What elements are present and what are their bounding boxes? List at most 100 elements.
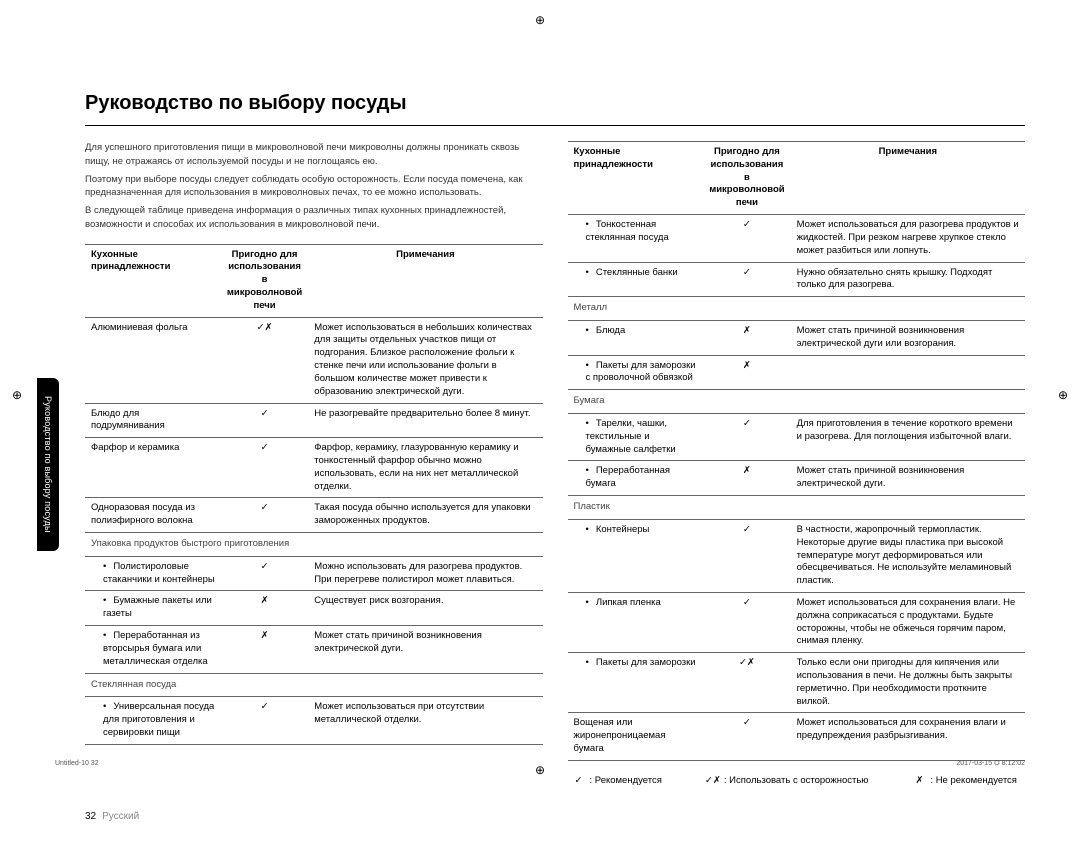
cell-safe: ✓: [221, 697, 308, 744]
section-header: Стеклянная посуда: [85, 673, 543, 697]
cell-note: Такая посуда обычно используется для упа…: [308, 498, 542, 533]
cell-name: Контейнеры: [568, 519, 704, 592]
table-row: Стеклянные банки✓Нужно обязательно снять…: [568, 262, 1026, 297]
section-header: Упаковка продуктов быстрого приготовлени…: [85, 533, 543, 557]
table-row: Тонкостенная стеклянная посуда✓Может исп…: [568, 215, 1026, 262]
cell-note: Может использоваться в небольших количес…: [308, 317, 542, 403]
cell-name: Тарелки, чашки, текстильные и бумажные с…: [568, 414, 704, 461]
table-row: Контейнеры✓В частности, жаропрочный терм…: [568, 519, 1026, 592]
table-row: Алюминиевая фольга✓✗Может использоваться…: [85, 317, 543, 403]
table-row: Универсальная посуда для приготовления и…: [85, 697, 543, 744]
cell-safe: ✓: [221, 498, 308, 533]
right-column: Кухонные принадлежности Пригодно для исп…: [568, 141, 1026, 788]
page-number: 32Русский: [85, 810, 1025, 824]
cell-name: Полистироловые стаканчики и контейнеры: [85, 556, 221, 591]
table-row: Стеклянная посуда: [85, 673, 543, 697]
table-row: Липкая пленка✓Может использоваться для с…: [568, 592, 1026, 652]
cell-note: Может использоваться при отсутствии мета…: [308, 697, 542, 744]
cell-note: Может стать причиной возникновения элект…: [791, 320, 1025, 355]
legend-recommended: ✓: Рекомендуется: [568, 775, 662, 788]
cookware-table-right: Кухонные принадлежности Пригодно для исп…: [568, 141, 1026, 761]
cell-safe: ✗: [703, 355, 790, 390]
cell-name: Переработанная из вторсырья бумага или м…: [85, 626, 221, 673]
cell-note: Можно использовать для разогрева продукт…: [308, 556, 542, 591]
cell-name: Вощеная или жиронепроницаемая бумага: [568, 713, 704, 760]
cell-note: Может стать причиной возникновения элект…: [791, 461, 1025, 496]
cell-note: Нужно обязательно снять крышку. Подходят…: [791, 262, 1025, 297]
table-row: Одноразовая посуда из полиэфирного волок…: [85, 498, 543, 533]
cell-safe: ✓✗: [221, 317, 308, 403]
section-header: Металл: [568, 297, 1026, 321]
th-safe: Пригодно для использования в микроволнов…: [221, 244, 308, 317]
cell-safe: ✗: [703, 320, 790, 355]
cell-note: Может использоваться для разогрева проду…: [791, 215, 1025, 262]
cell-safe: ✓: [221, 556, 308, 591]
cell-name: Пакеты для заморозки: [568, 653, 704, 713]
cell-note: [791, 355, 1025, 390]
intro-p2: Поэтому при выборе посуды следует соблюд…: [85, 173, 543, 201]
cell-safe: ✓: [703, 262, 790, 297]
cell-name: Тонкостенная стеклянная посуда: [568, 215, 704, 262]
legend-caution: ✓✗: Использовать с осторожностью: [702, 775, 869, 788]
th-accessories-r: Кухонные принадлежности: [568, 142, 704, 215]
table-row: Переработанная из вторсырья бумага или м…: [85, 626, 543, 673]
th-accessories: Кухонные принадлежности: [85, 244, 221, 317]
table-row: Упаковка продуктов быстрого приготовлени…: [85, 533, 543, 557]
cell-safe: ✗: [703, 461, 790, 496]
table-row: Металл: [568, 297, 1026, 321]
table-row: Блюда✗Может стать причиной возникновения…: [568, 320, 1026, 355]
legend: ✓: Рекомендуется ✓✗: Использовать с осто…: [568, 775, 1026, 788]
th-notes: Примечания: [308, 244, 542, 317]
cell-note: Только если они пригодны для кипячения и…: [791, 653, 1025, 713]
cell-name: Липкая пленка: [568, 592, 704, 652]
cell-name: Пакеты для заморозки с проволочной обвяз…: [568, 355, 704, 390]
cell-name: Фарфор и керамика: [85, 438, 221, 498]
intro-p1: Для успешного приготовления пищи в микро…: [85, 141, 543, 169]
cell-name: Бумажные пакеты или газеты: [85, 591, 221, 626]
cell-name: Стеклянные банки: [568, 262, 704, 297]
th-notes-r: Примечания: [791, 142, 1025, 215]
cell-safe: ✓: [703, 592, 790, 652]
document-page: Руководство по выбору посуды Для успешно…: [0, 0, 1080, 853]
cell-name: Одноразовая посуда из полиэфирного волок…: [85, 498, 221, 533]
table-row: Пакеты для заморозки✓✗Только если они пр…: [568, 653, 1026, 713]
cell-note: В частности, жаропрочный термопластик. Н…: [791, 519, 1025, 592]
cell-safe: ✓: [221, 438, 308, 498]
cell-note: Для приготовления в течение короткого вр…: [791, 414, 1025, 461]
footer-left: Untitled-10 32: [55, 759, 99, 768]
cell-name: Блюда: [568, 320, 704, 355]
table-row: Бумага: [568, 390, 1026, 414]
intro-text: Для успешного приготовления пищи в микро…: [85, 141, 543, 232]
th-safe-r: Пригодно для использования в микроволнов…: [703, 142, 790, 215]
table-row: Тарелки, чашки, текстильные и бумажные с…: [568, 414, 1026, 461]
cell-safe: ✓: [221, 403, 308, 438]
section-header: Пластик: [568, 496, 1026, 520]
cell-safe: ✗: [221, 626, 308, 673]
cell-name: Универсальная посуда для приготовления и…: [85, 697, 221, 744]
table-row: Вощеная или жиронепроницаемая бумага✓Мож…: [568, 713, 1026, 760]
cell-note: Может использоваться для сохранения влаг…: [791, 713, 1025, 760]
section-header: Бумага: [568, 390, 1026, 414]
cell-note: Может использоваться для сохранения влаг…: [791, 592, 1025, 652]
page-title: Руководство по выбору посуды: [85, 90, 1025, 117]
left-column: Для успешного приготовления пищи в микро…: [85, 141, 543, 788]
footer-right: 2017-03-15 ⛭ 8:12:02: [956, 759, 1025, 768]
cell-safe: ✓: [703, 414, 790, 461]
cell-note: Существует риск возгорания.: [308, 591, 542, 626]
cookware-table-left: Кухонные принадлежности Пригодно для исп…: [85, 244, 543, 745]
cell-safe: ✗: [221, 591, 308, 626]
table-row: Блюдо для подрумянивания✓Не разогревайте…: [85, 403, 543, 438]
table-row: Переработанная бумага✗Может стать причин…: [568, 461, 1026, 496]
cell-safe: ✓: [703, 519, 790, 592]
cell-name: Блюдо для подрумянивания: [85, 403, 221, 438]
cell-note: Может стать причиной возникновения элект…: [308, 626, 542, 673]
table-row: Полистироловые стаканчики и контейнеры✓М…: [85, 556, 543, 591]
table-row: Бумажные пакеты или газеты✗Существует ри…: [85, 591, 543, 626]
cell-name: Алюминиевая фольга: [85, 317, 221, 403]
table-row: Фарфор и керамика✓Фарфор, керамику, глаз…: [85, 438, 543, 498]
title-rule: [85, 125, 1025, 126]
legend-not-recommended: ✗: Не рекомендуется: [908, 775, 1017, 788]
cell-note: Не разогревайте предварительно более 8 м…: [308, 403, 542, 438]
cell-safe: ✓: [703, 215, 790, 262]
intro-p3: В следующей таблице приведена информация…: [85, 204, 543, 232]
